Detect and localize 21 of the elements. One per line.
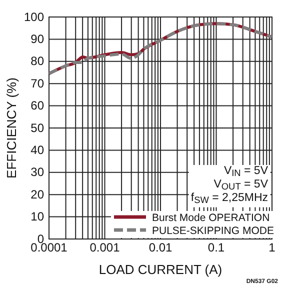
y-tick-label: 50 <box>30 120 44 135</box>
y-tick-label: 80 <box>30 54 44 68</box>
x-tick-label: 0.001 <box>90 240 120 255</box>
legend-label: Burst Mode OPERATION <box>152 212 270 224</box>
x-tick-label: 0.1 <box>208 240 225 255</box>
annotation: V$_{IN}$ = 5V <box>224 165 268 178</box>
x-tick-label: 0.01 <box>148 240 172 255</box>
y-tick-label: 70 <box>30 76 44 90</box>
annotation: f$_{SW}$ = 2,25MHz <box>190 192 268 206</box>
y-tick-label: 100 <box>24 10 44 24</box>
y-tick-label: 30 <box>30 165 44 180</box>
y-tick-label: 60 <box>30 98 44 113</box>
y-tick-label: 40 <box>30 143 44 158</box>
annotation: V$_{OUT}$ = 5V <box>214 178 268 192</box>
y-tick-label: 20 <box>30 187 44 202</box>
x-axis-title: LOAD CURRENT (A) <box>98 262 222 277</box>
y-axis-title: EFFICIENCY (%) <box>4 78 19 178</box>
legend-label: PULSE-SKIPPING MODE <box>152 225 274 237</box>
x-tick-label: 1 <box>268 240 276 255</box>
y-tick-label: 90 <box>30 32 44 46</box>
y-tick-label: 10 <box>30 210 44 224</box>
